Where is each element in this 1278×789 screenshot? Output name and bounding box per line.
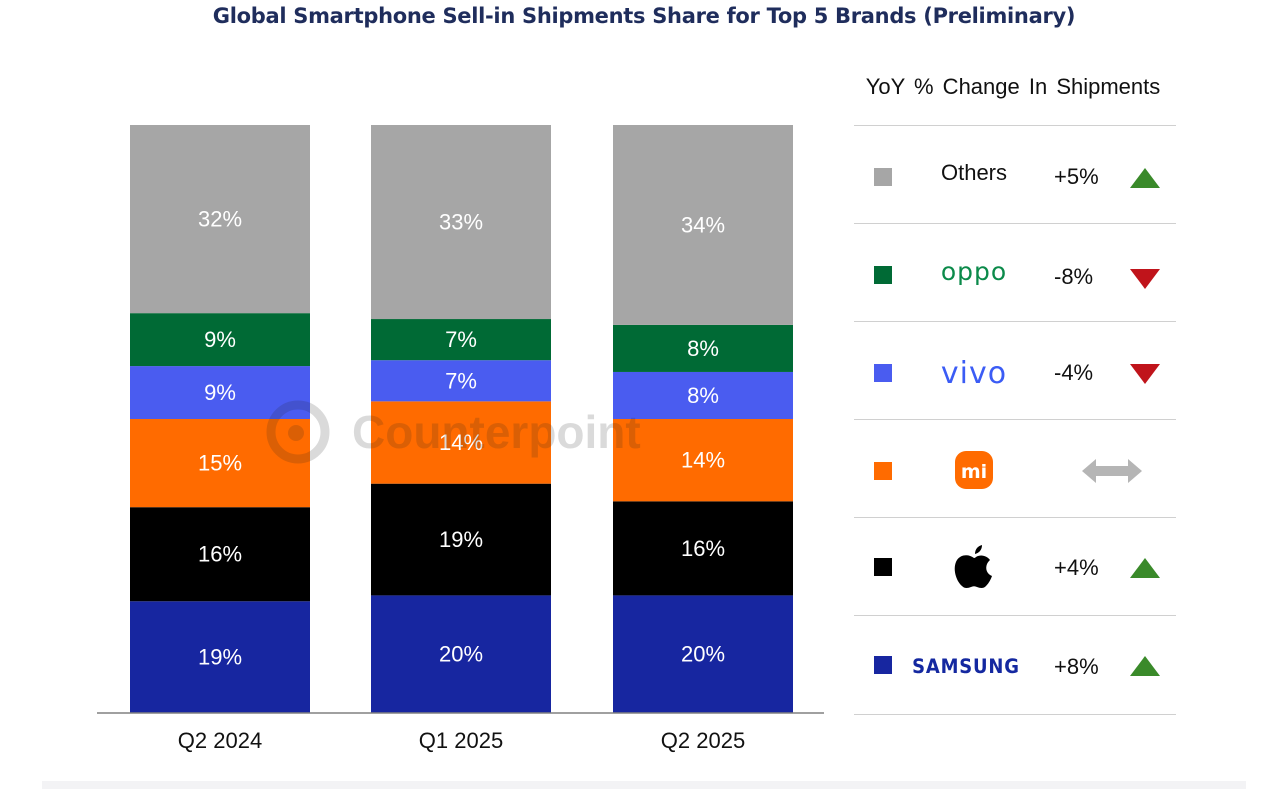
bar-segment-samsung xyxy=(130,601,310,713)
legend-row-vivo: vivo -4% xyxy=(854,321,1176,420)
data-label-samsung: 20% xyxy=(681,642,725,667)
data-label-apple: 16% xyxy=(198,542,242,567)
data-label-others: 32% xyxy=(198,207,242,232)
bar-segment-samsung xyxy=(613,595,793,713)
legend-title: YoY % Change In Shipments xyxy=(865,74,1161,99)
bar-segment-oppo xyxy=(130,313,310,367)
data-label-xiaomi: 14% xyxy=(681,448,725,473)
yoy-change-samsung: +8% xyxy=(1054,654,1099,679)
legend-row-oppo: oppo -8% xyxy=(854,223,1176,322)
up-arrow-icon xyxy=(1130,168,1160,188)
vivo-logo-icon: vivo xyxy=(941,358,1007,388)
data-label-xiaomi: 15% xyxy=(198,451,242,476)
legend-swatch-samsung xyxy=(874,656,892,674)
data-label-xiaomi: 14% xyxy=(439,430,483,455)
data-label-others: 34% xyxy=(681,212,725,237)
bar-segment-xiaomi xyxy=(371,401,551,484)
oppo-logo-icon: oppo xyxy=(941,258,1007,286)
legend-swatch-oppo xyxy=(874,266,892,284)
yoy-change-others: +5% xyxy=(1054,164,1099,189)
xiaomi-logo-text: mi xyxy=(961,461,987,483)
x-tick-labels: Q2 2024 Q1 2025 Q2 2025 xyxy=(178,728,745,753)
legend-row-apple: +4% xyxy=(854,517,1176,616)
x-tick-label: Q1 2025 xyxy=(419,728,503,753)
legend-swatch-others xyxy=(874,168,892,186)
brand-label-others: Others xyxy=(940,160,1008,185)
down-arrow-icon xyxy=(1130,364,1160,384)
flat-double-arrow-icon xyxy=(1082,459,1142,483)
legend-swatch-xiaomi xyxy=(874,462,892,480)
data-label-oppo: 8% xyxy=(687,336,719,361)
yoy-change-apple: +4% xyxy=(1054,555,1099,580)
xiaomi-logo-icon: mi xyxy=(955,451,993,489)
footer-strip xyxy=(42,781,1246,789)
bars-group: 19% 16% 15% 9% 9% 32% 20% 19% 14% 7% 7% 33% 20% 16% 14… xyxy=(130,125,793,713)
data-label-apple: 19% xyxy=(439,527,483,552)
x-tick-label: Q2 2025 xyxy=(661,728,745,753)
legend-swatch-vivo xyxy=(874,364,892,382)
samsung-logo-icon: SAMSUNG xyxy=(912,655,1020,678)
bar-segment-vivo xyxy=(130,366,310,419)
legend-swatch-apple xyxy=(874,558,892,576)
bar-segment-others xyxy=(371,125,551,320)
data-label-oppo: 9% xyxy=(204,327,236,352)
bar-segment-apple xyxy=(613,501,793,596)
data-label-apple: 16% xyxy=(681,536,725,561)
bar-segment-others xyxy=(613,125,793,325)
legend-row-others: Others +5% xyxy=(854,125,1176,224)
data-label-samsung: 19% xyxy=(198,645,242,670)
up-arrow-icon xyxy=(1130,558,1160,578)
data-label-vivo: 7% xyxy=(445,368,477,393)
vivo-logo-text: vivo xyxy=(941,358,1007,388)
oppo-logo-text: oppo xyxy=(941,258,1007,286)
data-label-samsung: 20% xyxy=(439,642,483,667)
yoy-change-vivo: -4% xyxy=(1054,360,1094,385)
chart-title: Global Smartphone Sell-in Shipments Shar… xyxy=(212,4,1076,28)
stacked-bar-chart: 19% 16% 15% 9% 9% 32% 20% 19% 14% 7% 7% 33% 20% 16% 14… xyxy=(97,125,824,753)
bar-segment-others xyxy=(130,125,310,314)
data-label-oppo: 7% xyxy=(445,327,477,352)
bar-segment-samsung xyxy=(371,595,551,713)
data-label-vivo: 8% xyxy=(687,383,719,408)
bar-segment-oppo xyxy=(371,319,551,361)
legend-row-samsung: SAMSUNG +8% xyxy=(854,615,1176,715)
data-label-vivo: 9% xyxy=(204,380,236,405)
data-label-others: 33% xyxy=(439,210,483,235)
up-arrow-icon xyxy=(1130,656,1160,676)
bar-segment-oppo xyxy=(613,324,793,372)
bar-segment-apple xyxy=(130,507,310,602)
legend-row-xiaomi: mi xyxy=(854,419,1176,518)
x-tick-label: Q2 2024 xyxy=(178,728,262,753)
bar-segment-apple xyxy=(371,483,551,596)
yoy-change-oppo: -8% xyxy=(1054,264,1094,289)
bar-segment-xiaomi xyxy=(130,419,310,508)
bar-segment-xiaomi xyxy=(613,419,793,502)
samsung-logo-text: SAMSUNG xyxy=(912,655,1020,678)
down-arrow-icon xyxy=(1130,269,1160,289)
bar-segment-vivo xyxy=(613,371,793,419)
apple-logo-icon xyxy=(954,545,992,588)
bar-segment-vivo xyxy=(371,360,551,402)
